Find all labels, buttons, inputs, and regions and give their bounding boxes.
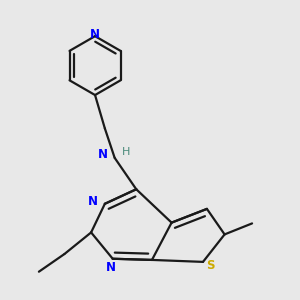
Text: N: N [98,148,108,161]
Text: H: H [122,147,130,157]
Text: S: S [206,259,214,272]
Text: N: N [106,261,116,274]
Text: N: N [90,28,100,41]
Text: N: N [88,195,98,208]
